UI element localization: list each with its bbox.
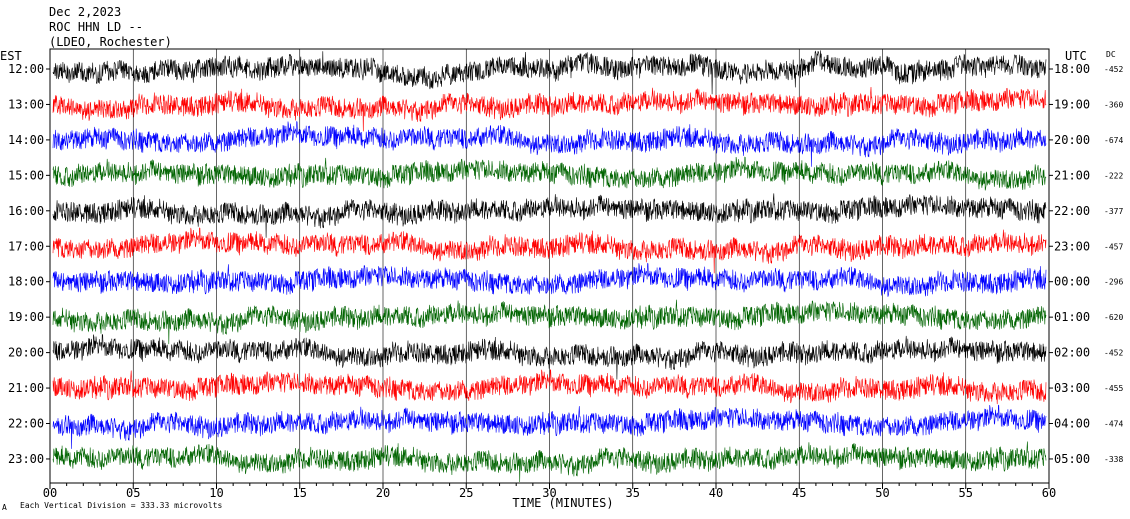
x-tick-label: 40 (709, 486, 723, 500)
dc-offset-label: -452 (1104, 65, 1123, 74)
x-tick-label: 00 (43, 486, 57, 500)
dc-offset-label: -377 (1104, 207, 1123, 216)
utc-axis-title: UTC (1065, 49, 1087, 63)
utc-hour-label: 01:00 (1054, 310, 1090, 324)
est-hour-label: 14:00 (8, 133, 44, 147)
est-hour-label: 19:00 (8, 310, 44, 324)
trace-1900 (52, 299, 1047, 345)
trace-1300 (52, 86, 1047, 132)
est-hour-label: 22:00 (8, 417, 44, 431)
est-hour-label: 12:00 (8, 62, 44, 76)
x-tick-label: 30 (542, 486, 556, 500)
trace-1700 (52, 227, 1047, 274)
header-location: (LDEO, Rochester) (49, 35, 172, 49)
utc-hour-label: 05:00 (1054, 452, 1090, 466)
scale-icon: A (2, 503, 7, 512)
est-hour-label: 15:00 (8, 168, 44, 182)
dc-offset-label: -222 (1104, 171, 1123, 180)
est-hour-label: 21:00 (8, 381, 44, 395)
utc-hour-label: 02:00 (1054, 346, 1090, 360)
est-hour-label: 20:00 (8, 346, 44, 360)
utc-hour-label: 00:00 (1054, 275, 1090, 289)
dc-offset-label: -674 (1104, 136, 1123, 145)
dc-axis-title: DC (1106, 50, 1116, 59)
dc-offset-label: -455 (1104, 384, 1123, 393)
grid-lines (132, 49, 967, 483)
x-tick-label: 15 (293, 486, 307, 500)
dc-offset-label: -452 (1104, 349, 1123, 358)
utc-hour-label: 03:00 (1054, 381, 1090, 395)
utc-hour-label: 19:00 (1054, 97, 1090, 111)
trace-2300 (52, 441, 1047, 483)
utc-hour-label: 18:00 (1054, 62, 1090, 76)
x-tick-label: 60 (1042, 486, 1056, 500)
dc-offset-label: -457 (1104, 242, 1123, 251)
trace-1800 (52, 262, 1047, 297)
est-hour-label: 17:00 (8, 239, 44, 253)
dc-offset-label: -620 (1104, 313, 1123, 322)
trace-1400 (52, 121, 1047, 167)
trace-2100 (52, 369, 1047, 405)
x-tick-label: 20 (376, 486, 390, 500)
dc-offset-label: -474 (1104, 420, 1123, 429)
x-tick-label: 55 (959, 486, 973, 500)
scale-note: Each Vertical Division = 333.33 microvol… (20, 501, 222, 510)
x-tick-label: 45 (792, 486, 806, 500)
utc-hour-label: 20:00 (1054, 133, 1090, 147)
utc-hour-label: 23:00 (1054, 239, 1090, 253)
utc-hour-label: 04:00 (1054, 417, 1090, 431)
est-hour-label: 16:00 (8, 204, 44, 218)
axes: 00 05 10 15 20 25 30 35 40 45 50 55 60 12:00 18:00 -452… (8, 48, 1123, 500)
x-tick-label: 10 (209, 486, 223, 500)
x-tick-label: 05 (126, 486, 140, 500)
x-tick-label: 50 (875, 486, 889, 500)
utc-hour-label: 21:00 (1054, 168, 1090, 182)
header-station: ROC HHN LD -- (49, 20, 143, 34)
header-date: Dec 2,2023 (49, 5, 122, 19)
est-hour-label: 18:00 (8, 275, 44, 289)
trace-group (52, 50, 1047, 483)
dc-offset-label: -296 (1104, 278, 1123, 287)
dc-offset-label: -360 (1104, 100, 1123, 109)
x-tick-label: 35 (626, 486, 640, 500)
trace-2200 (52, 404, 1047, 449)
trace-2000 (52, 333, 1047, 380)
est-axis-title: EST (0, 49, 22, 63)
trace-1500 (52, 156, 1047, 191)
utc-hour-label: 22:00 (1054, 204, 1090, 218)
est-hour-label: 23:00 (8, 452, 44, 466)
x-axis-label: TIME (MINUTES) (512, 496, 613, 510)
trace-1600 (52, 193, 1047, 238)
est-hour-label: 13:00 (8, 97, 44, 111)
dc-offset-label: -338 (1104, 455, 1123, 464)
trace-1200 (52, 50, 1047, 95)
x-tick-label: 25 (459, 486, 473, 500)
